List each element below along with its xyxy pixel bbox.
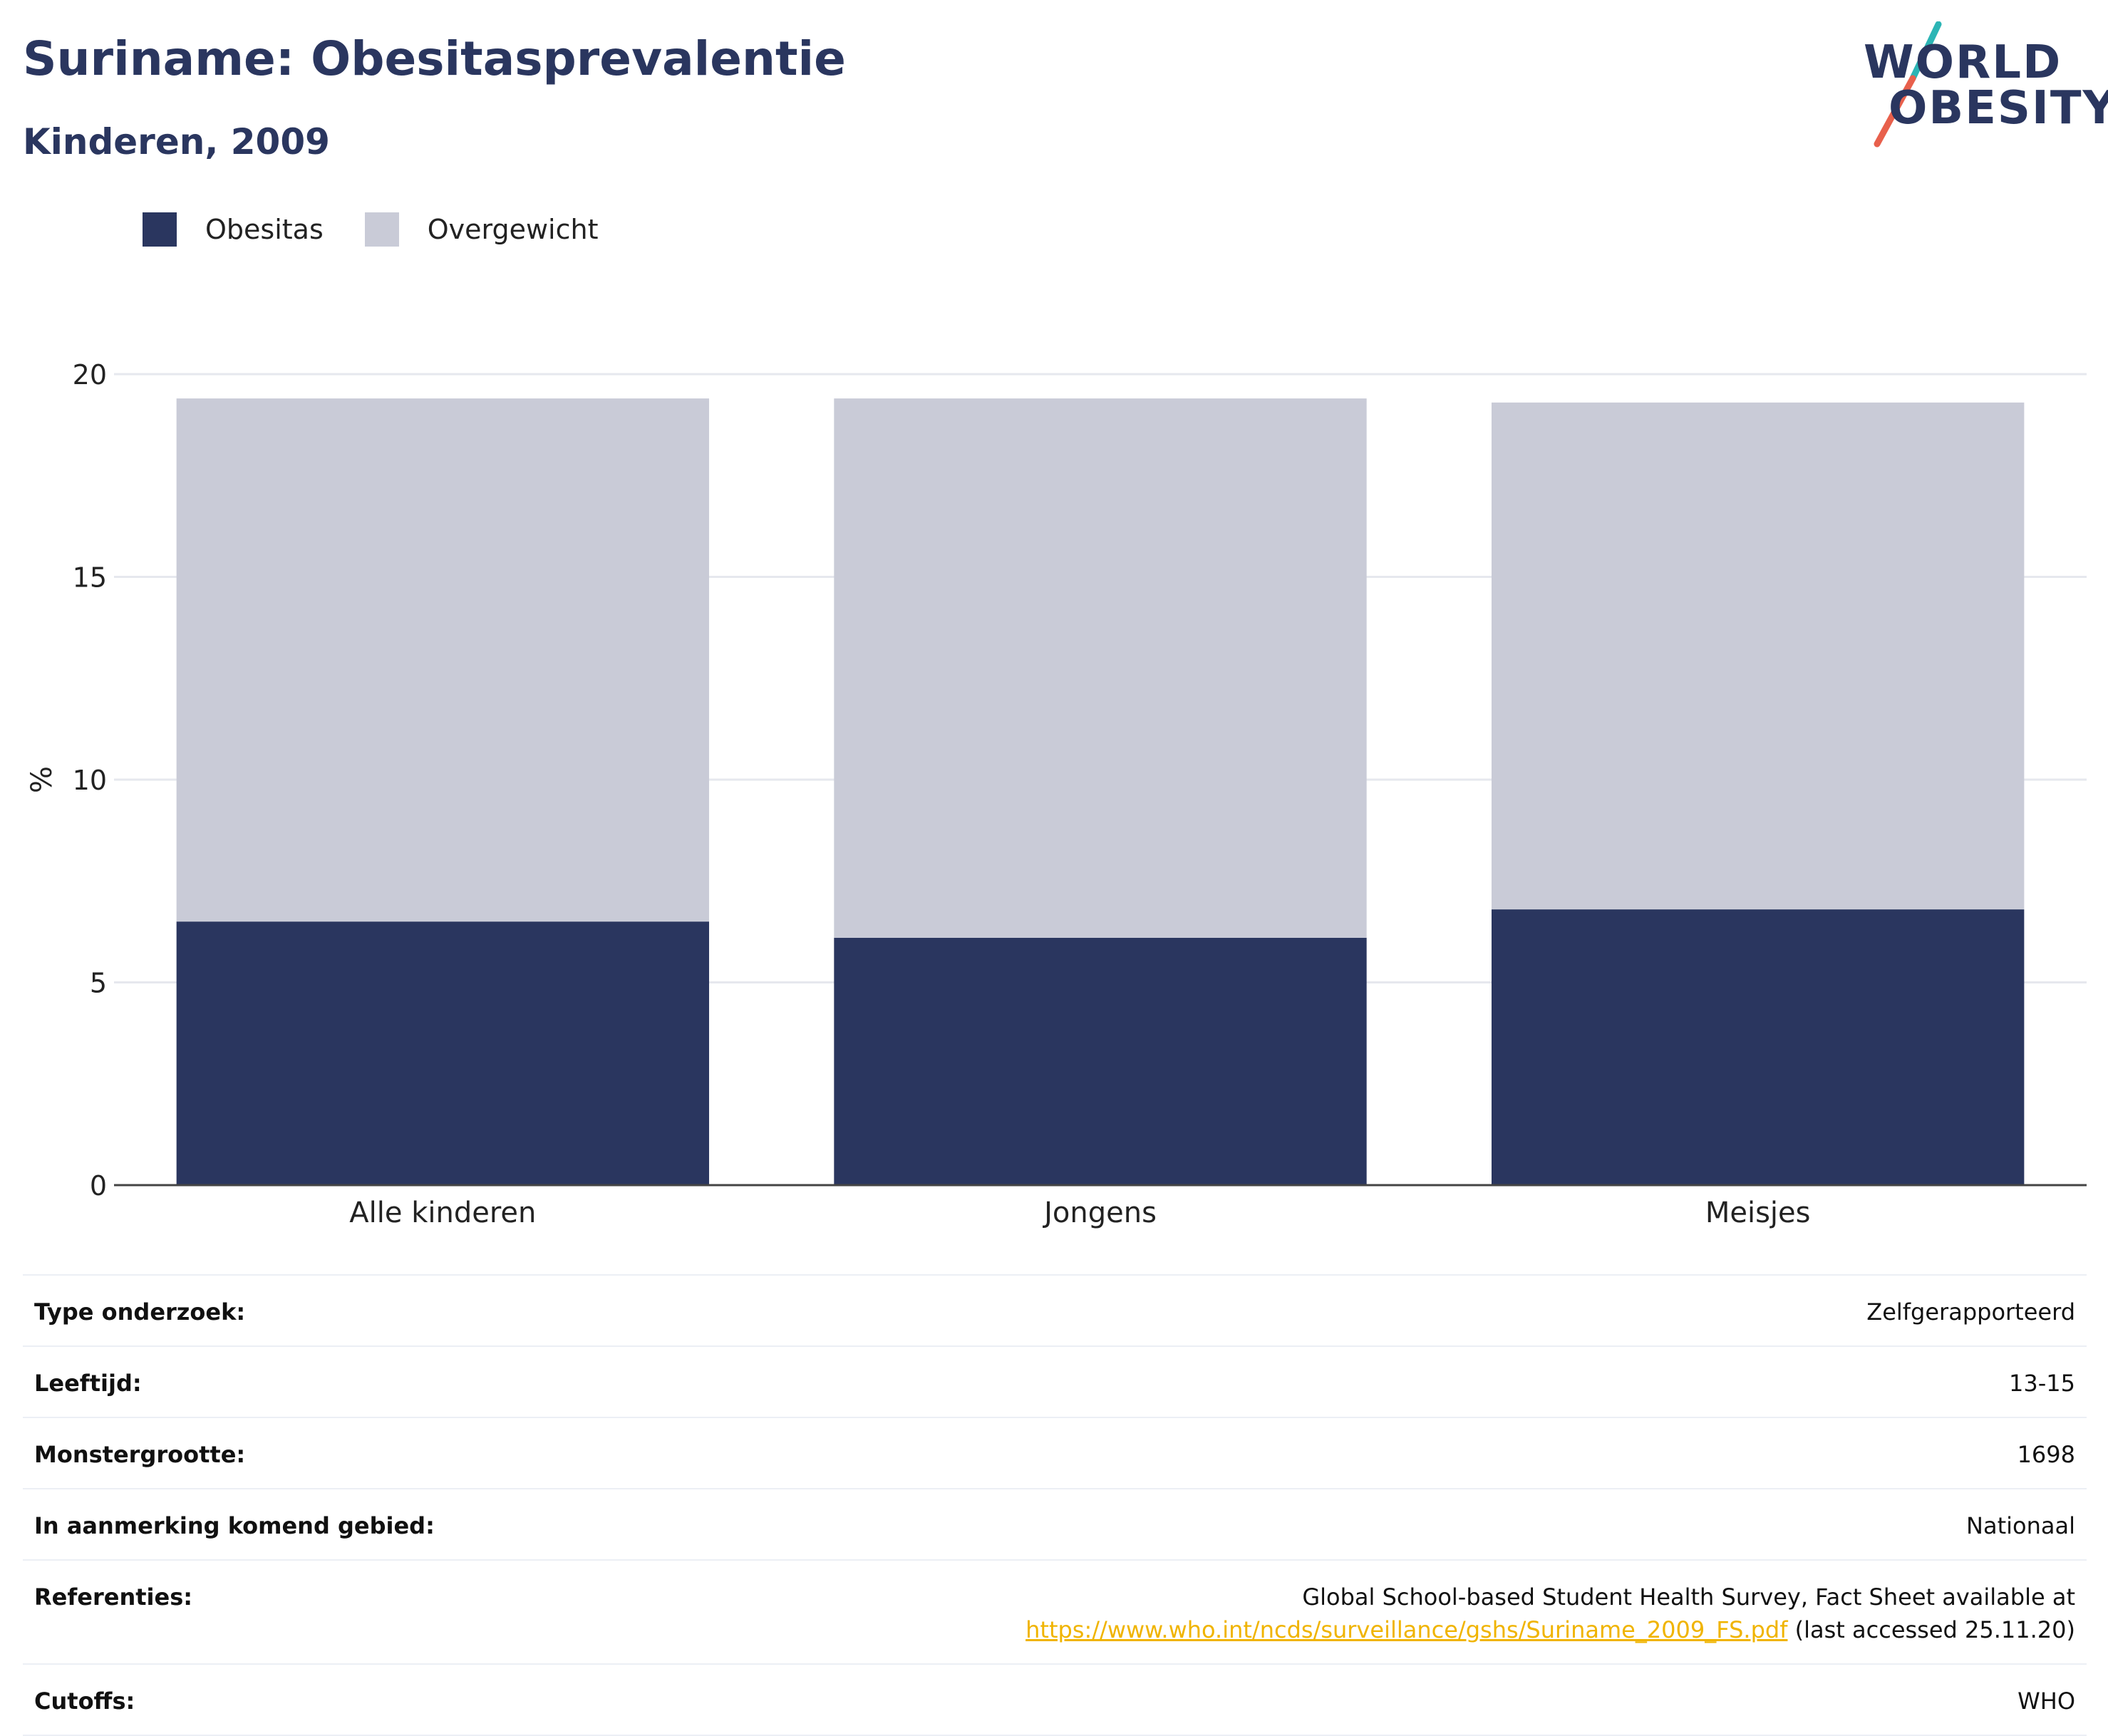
info-row-age: Leeftijd: 13-15 [23, 1347, 2087, 1418]
y-tick-label: 15 [73, 562, 107, 594]
info-value: WHO [2017, 1688, 2075, 1715]
info-row-references: Referenties: Global School-based Student… [23, 1561, 2087, 1665]
info-key: Type onderzoek: [34, 1298, 246, 1326]
legend-label-obesitas: Obesitas [205, 214, 324, 245]
info-value: Nationaal [1966, 1512, 2075, 1539]
info-value: 13-15 [2009, 1370, 2075, 1397]
bar-overgewicht [834, 398, 1367, 938]
bar-obesitas [176, 921, 710, 1185]
info-key: Cutoffs: [34, 1688, 135, 1715]
info-row-cutoffs: Cutoffs: WHO [23, 1665, 2087, 1736]
y-tick-label: 20 [73, 359, 107, 391]
logo-line-1: WORLD [1864, 36, 2062, 89]
page-title: Suriname: Obesitasprevalentie [23, 31, 846, 86]
info-value: Zelfgerapporteerd [1866, 1298, 2075, 1326]
reference-text: Global School-based Student Health Surve… [1302, 1583, 2075, 1611]
y-tick-label: 10 [73, 765, 107, 796]
info-value: 1698 [2017, 1441, 2075, 1468]
info-value: Global School-based Student Health Surve… [1025, 1581, 2075, 1646]
legend-item-obesitas[interactable]: Obesitas [143, 212, 324, 247]
legend-swatch-overgewicht [364, 212, 399, 247]
bar-overgewicht [176, 398, 710, 922]
legend-swatch-obesitas [143, 212, 177, 247]
world-obesity-logo: WORLD OBESITY [1853, 21, 2108, 150]
page-subtitle: Kinderen, 2009 [23, 121, 330, 162]
bar-obesitas [1491, 909, 2025, 1185]
info-row-area: In aanmerking komend gebied: Nationaal [23, 1489, 2087, 1561]
x-tick-label: Meisjes [1705, 1197, 1811, 1229]
info-row-type: Type onderzoek: Zelfgerapporteerd [23, 1276, 2087, 1347]
bar-obesitas [834, 937, 1367, 1185]
y-tick-label: 0 [90, 1170, 107, 1202]
legend-label-overgewicht: Overgewicht [427, 214, 599, 245]
reference-link[interactable]: https://www.who.int/ncds/surveillance/gs… [1025, 1616, 1788, 1643]
legend-item-overgewicht[interactable]: Overgewicht [364, 212, 599, 247]
stacked-bar-chart: 0 5 10 15 20% Alle kinderen Jongens Meisjes [26, 359, 2087, 1229]
info-key: In aanmerking komend gebied: [34, 1512, 435, 1539]
info-key: Leeftijd: [34, 1370, 142, 1397]
chart-legend: Obesitas Overgewicht [143, 212, 640, 247]
bar-overgewicht [1491, 402, 2025, 910]
x-tick-label: Alle kinderen [349, 1197, 536, 1229]
x-tick-label: Jongens [1042, 1197, 1157, 1229]
info-key: Monstergrootte: [34, 1441, 246, 1468]
logo-line-2: OBESITY [1889, 82, 2108, 135]
info-row-sample-size: Monstergrootte: 1698 [23, 1418, 2087, 1489]
info-key: Referenties: [34, 1583, 193, 1611]
y-tick-label: 5 [90, 968, 107, 999]
logo-slash-icon [1874, 21, 1942, 148]
y-axis-label: % [26, 766, 58, 793]
reference-suffix: (last accessed 25.11.20) [1787, 1616, 2075, 1643]
info-table: Type onderzoek: Zelfgerapporteerd Leefti… [23, 1274, 2087, 1736]
